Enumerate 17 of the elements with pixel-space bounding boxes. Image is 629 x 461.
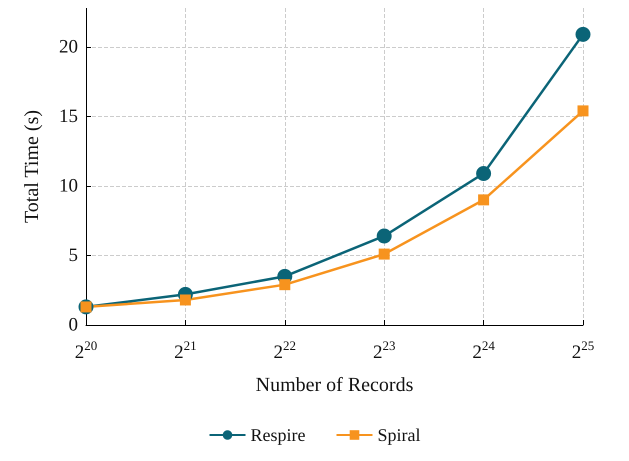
point — [576, 26, 590, 42]
legend-label: Spiral — [377, 425, 420, 445]
point — [378, 248, 390, 260]
point — [279, 279, 290, 290]
point — [376, 228, 392, 244]
point — [180, 294, 191, 306]
legend-label: Respire — [250, 425, 306, 445]
y-tick-label: 0 — [68, 314, 78, 336]
y-tick-label: 15 — [59, 106, 78, 127]
y-axis-title: Total Time (s) — [21, 110, 43, 224]
point — [478, 194, 490, 206]
point — [476, 166, 492, 181]
x-axis-title: Number of Records — [256, 374, 414, 396]
y-tick-label: 5 — [68, 244, 78, 266]
point — [578, 105, 588, 116]
y-tick-label: 20 — [59, 36, 78, 58]
y-tick-label: 10 — [59, 175, 78, 196]
